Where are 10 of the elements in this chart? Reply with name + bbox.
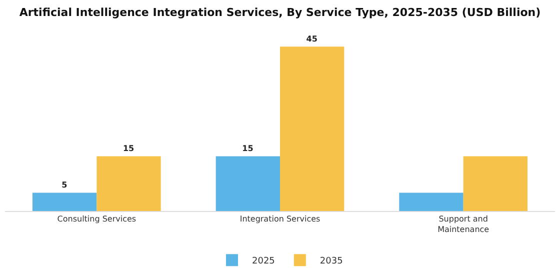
- chart-title: Artificial Intelligence Integration Services, By Service Type, 2025-2035 (USD Billion): [19, 6, 541, 20]
- legend-label: 2035: [320, 256, 343, 267]
- x-tick-label: Support and Maintenance: [438, 214, 490, 234]
- x-tick-label: Integration Services: [240, 214, 320, 224]
- data-label: 5: [62, 180, 68, 190]
- data-label: 15: [242, 144, 254, 154]
- data-label: 45: [306, 34, 318, 44]
- data-label: 15: [122, 144, 135, 154]
- x-tick-label: Consulting Services: [57, 214, 136, 224]
- legend-label: 2025: [252, 256, 275, 267]
